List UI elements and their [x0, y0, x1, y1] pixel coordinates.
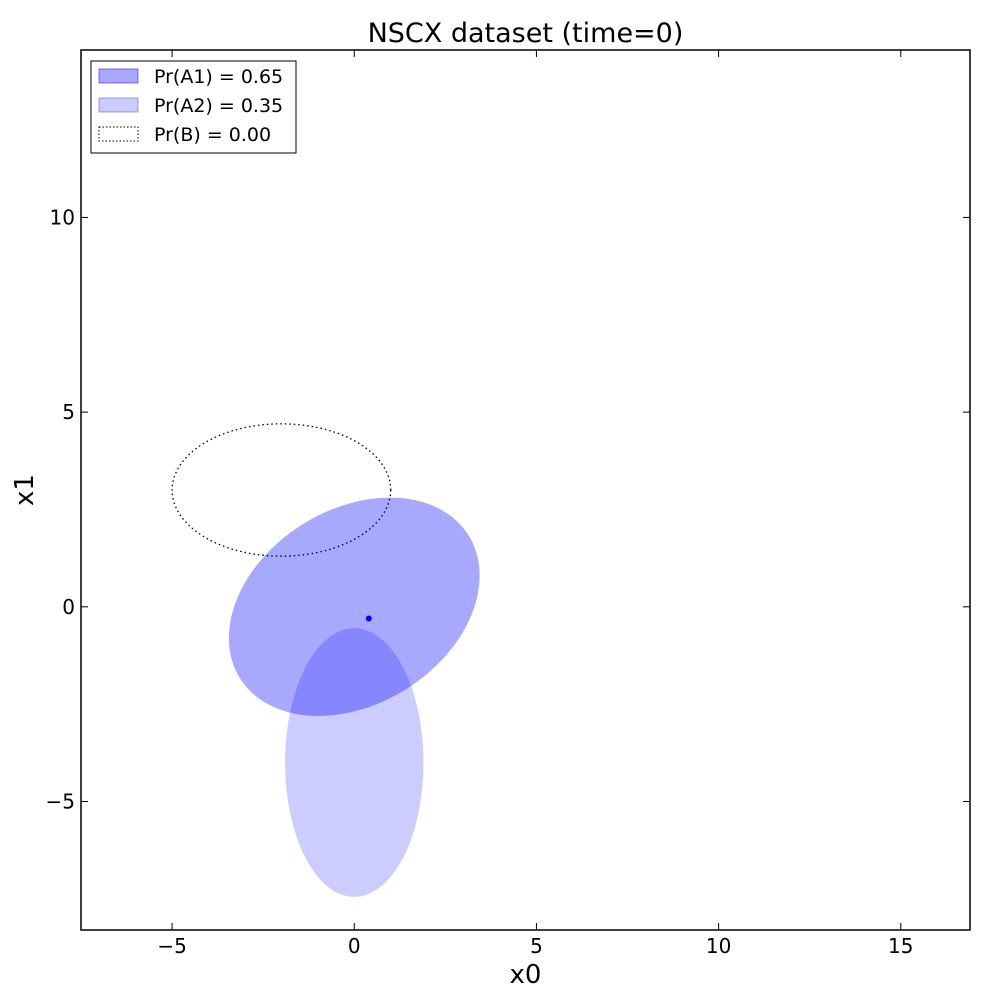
chart-title: NSCX dataset (time=0): [368, 18, 684, 49]
legend-swatch-a1: [98, 68, 139, 84]
x-tick-label: 10: [706, 934, 731, 958]
plot-area: [171, 423, 480, 897]
legend-label-a2: Pr(A2) = 0.35: [154, 95, 283, 117]
legend: Pr(A1) = 0.65 Pr(A2) = 0.35 Pr(B) = 0.00: [90, 60, 297, 154]
y-tick-label: 0: [62, 595, 75, 619]
ellipse-2: [171, 423, 392, 557]
ellipse-1: [285, 628, 424, 897]
y-tick-label: 10: [50, 205, 75, 229]
y-tick-label: −5: [46, 790, 75, 814]
legend-swatch-a2: [98, 97, 139, 113]
legend-label-a1: Pr(A1) = 0.65: [154, 66, 283, 88]
x-tick-label: 15: [888, 934, 913, 958]
x-axis-label: x0: [510, 960, 542, 990]
legend-box: [90, 60, 297, 154]
ellipse-0: [228, 497, 480, 716]
plot-frame: [80, 49, 971, 931]
x-tick-label: −5: [157, 934, 186, 958]
y-tick-label: 5: [62, 400, 75, 424]
y-axis-label: x1: [10, 474, 40, 506]
x-tick-label: 5: [530, 934, 543, 958]
axis-ticks: −5 0 5 10 15 −5 0 5 10: [46, 50, 970, 958]
legend-swatch-b: [98, 126, 139, 142]
data-point-0: [365, 615, 372, 622]
x-tick-label: 0: [348, 934, 361, 958]
legend-label-b: Pr(B) = 0.00: [154, 124, 271, 146]
